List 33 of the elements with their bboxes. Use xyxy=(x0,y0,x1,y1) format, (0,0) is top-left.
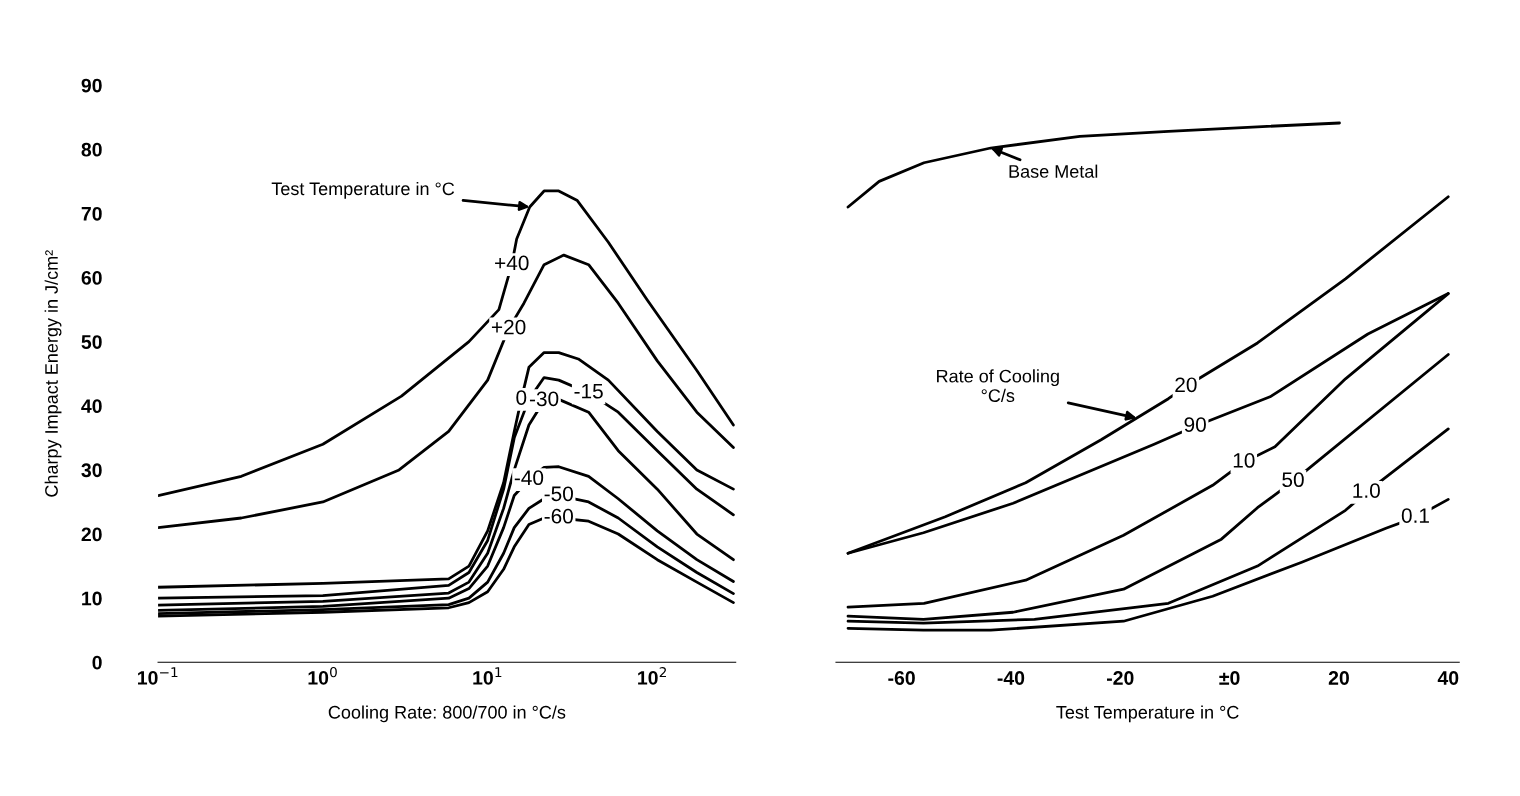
x-tick-label: -20 xyxy=(1106,671,1134,685)
x-axis-title: Cooling Rate: 800/700 in °C/s xyxy=(328,705,566,723)
x-tick-label: 10$^{1}$ xyxy=(473,667,502,685)
y-tick-label: 80 xyxy=(81,142,102,157)
x-tick-label: 10$^{0}$ xyxy=(308,667,337,685)
series-label: 0.1 xyxy=(1401,508,1429,523)
x-tick-label: 20 xyxy=(1328,671,1349,685)
x-axis-title: Test Temperature in °C xyxy=(1056,705,1239,723)
annotation: Test Temperature in °C xyxy=(271,181,455,199)
y-tick-label: 60 xyxy=(81,271,102,285)
series-label: 10 xyxy=(1233,453,1255,468)
series-label: 50 xyxy=(1282,472,1304,488)
annotation: Rate of Cooling °C/s xyxy=(937,369,1059,402)
x-tick-label: ±0 xyxy=(1219,671,1240,685)
x-tick-label: 40 xyxy=(1437,671,1459,685)
x-tick-label: -60 xyxy=(888,671,915,685)
y-tick-label: 10 xyxy=(82,591,102,606)
y-axis-title: Charpy Impact Energy in J/cm² xyxy=(44,250,62,497)
y-tick-label: 40 xyxy=(81,399,102,414)
y-tick-label: 30 xyxy=(81,463,102,478)
y-tick-label: 70 xyxy=(81,206,102,221)
y-tick-label: 0 xyxy=(92,655,102,670)
series-label: 20 xyxy=(1175,377,1197,393)
x-tick-label: -40 xyxy=(997,671,1025,685)
series-label: +40 xyxy=(495,255,529,271)
x-tick-label: 10$^{−1}$ xyxy=(138,667,178,685)
y-tick-label: 50 xyxy=(81,335,102,349)
y-tick-label: 20 xyxy=(81,527,102,542)
series-label: 90 xyxy=(1184,417,1206,432)
annotation: Base Metal xyxy=(1009,164,1098,178)
y-tick-label: 90 xyxy=(81,78,102,93)
series-label: 1.0 xyxy=(1353,483,1380,498)
x-tick-label: 10$^{2}$ xyxy=(638,667,666,685)
